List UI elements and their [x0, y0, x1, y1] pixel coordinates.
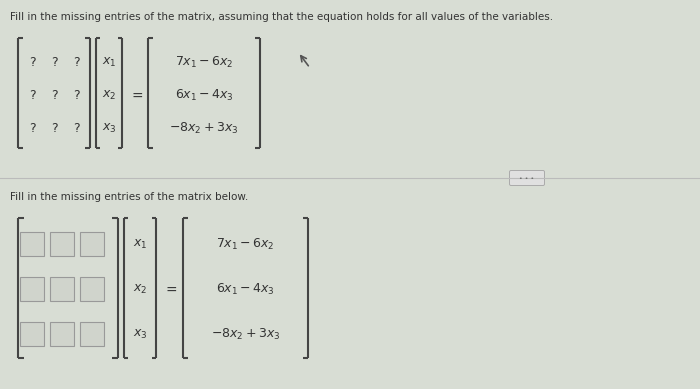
- Text: $x_2$: $x_2$: [102, 88, 116, 102]
- FancyBboxPatch shape: [80, 322, 104, 346]
- Text: $x_1$: $x_1$: [102, 56, 116, 68]
- FancyBboxPatch shape: [50, 277, 74, 301]
- Text: ?: ?: [50, 89, 57, 102]
- Text: ?: ?: [50, 56, 57, 68]
- FancyBboxPatch shape: [510, 170, 545, 186]
- Text: Fill in the missing entries of the matrix, assuming that the equation holds for : Fill in the missing entries of the matri…: [10, 12, 553, 22]
- Text: $x_2$: $x_2$: [133, 282, 147, 296]
- FancyBboxPatch shape: [20, 277, 44, 301]
- Text: $7x_1 - 6x_2$: $7x_1 - 6x_2$: [216, 237, 275, 252]
- Text: $=$: $=$: [129, 88, 144, 102]
- Text: $-8x_2 + 3x_3$: $-8x_2 + 3x_3$: [169, 121, 239, 135]
- FancyBboxPatch shape: [20, 322, 44, 346]
- FancyBboxPatch shape: [80, 277, 104, 301]
- Text: ?: ?: [50, 121, 57, 135]
- Text: $x_3$: $x_3$: [133, 328, 147, 340]
- FancyBboxPatch shape: [50, 232, 74, 256]
- Text: • • •: • • •: [519, 175, 535, 180]
- Text: $6x_1 - 4x_3$: $6x_1 - 4x_3$: [216, 282, 275, 296]
- Text: ?: ?: [73, 56, 79, 68]
- Text: $x_1$: $x_1$: [133, 237, 147, 251]
- Text: ?: ?: [29, 89, 35, 102]
- FancyBboxPatch shape: [50, 322, 74, 346]
- FancyBboxPatch shape: [20, 232, 44, 256]
- Text: $-8x_2 + 3x_3$: $-8x_2 + 3x_3$: [211, 326, 280, 342]
- Text: ?: ?: [73, 121, 79, 135]
- FancyBboxPatch shape: [80, 232, 104, 256]
- Text: ?: ?: [29, 121, 35, 135]
- Text: $6x_1 - 4x_3$: $6x_1 - 4x_3$: [174, 88, 233, 103]
- Text: $=$: $=$: [162, 282, 177, 296]
- Text: $7x_1 - 6x_2$: $7x_1 - 6x_2$: [175, 54, 233, 70]
- Text: ?: ?: [29, 56, 35, 68]
- Text: ?: ?: [73, 89, 79, 102]
- Text: Fill in the missing entries of the matrix below.: Fill in the missing entries of the matri…: [10, 192, 248, 202]
- Text: $x_3$: $x_3$: [102, 121, 116, 135]
